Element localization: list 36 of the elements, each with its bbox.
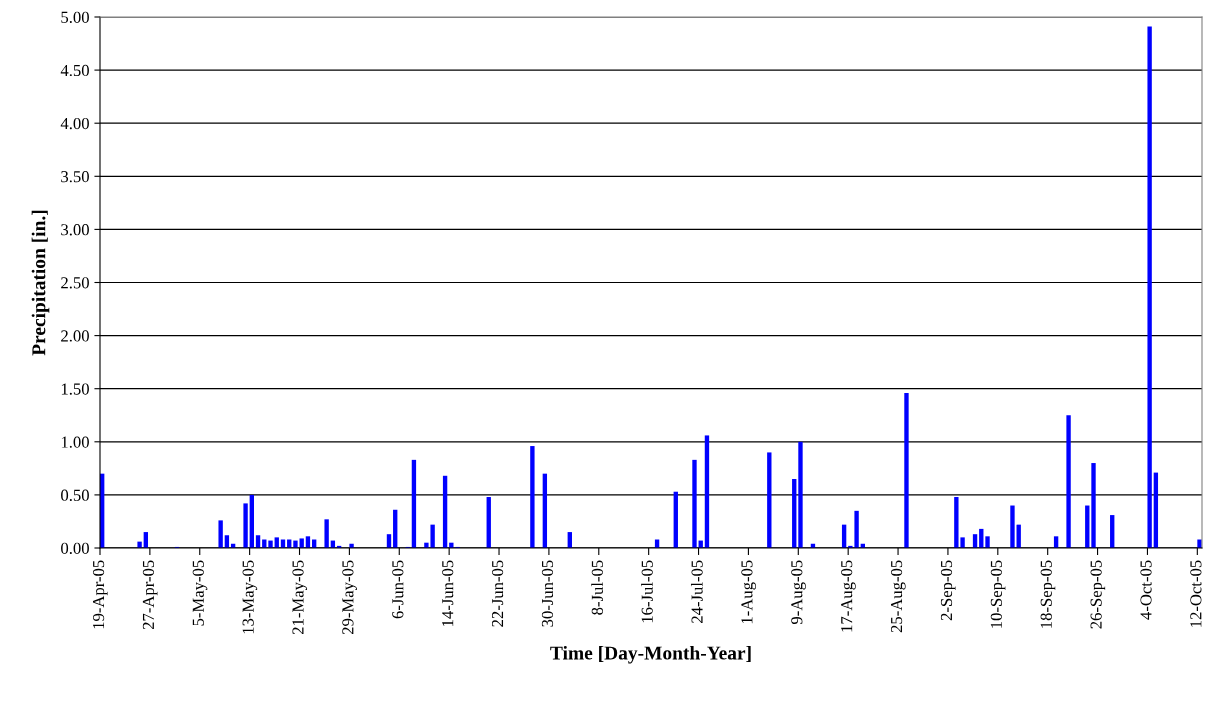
y-axis-title: Precipitation [in.] (31, 210, 50, 356)
x-tick-label: 25-Aug-05 (890, 560, 906, 633)
x-tick-label: 9-Aug-05 (791, 560, 806, 625)
x-axis-title: Time [Day-Month-Year] (550, 645, 751, 664)
y-tick-label: 1.00 (61, 436, 89, 448)
x-tick-label: 4-Oct-05 (1140, 560, 1152, 620)
x-tick-label: 21-May-05 (292, 560, 308, 635)
x-tick-label: 2-Sep-05 (940, 560, 956, 621)
y-tick-label: 4.50 (60, 64, 89, 77)
x-tick-label: 12-Oct-05 (1190, 560, 1202, 627)
y-tick-label: 0.50 (61, 489, 89, 501)
y-tick-label: 5.00 (61, 11, 89, 24)
x-tick-label: 10-Sep-05 (990, 560, 1006, 628)
x-tick-label: 26-Sep-05 (1090, 560, 1106, 629)
x-tick-label: 17-Aug-05 (841, 560, 856, 632)
y-tick-label: 3.50 (61, 171, 89, 183)
y-tick-label: 2.00 (61, 330, 89, 342)
y-tick-label: 0.00 (61, 542, 89, 555)
x-tick-label: 13-May-05 (242, 560, 258, 634)
x-tick-label: 18-Sep-05 (1040, 560, 1056, 628)
x-tick-label: 24-Jul-05 (690, 560, 703, 623)
x-tick-label: 1-Aug-05 (741, 560, 756, 624)
y-tick-label: 2.50 (61, 277, 89, 289)
x-tick-label: 27-Apr-05 (142, 560, 158, 630)
x-tick-label: 16-Jul-05 (641, 560, 653, 623)
x-tick-label: 29-May-05 (342, 560, 357, 635)
y-tick-label: 1.50 (61, 383, 89, 395)
x-tick-label: 14-Jun-05 (442, 560, 454, 626)
x-tick-label: 19-Apr-05 (92, 560, 108, 629)
y-tick-label: 3.00 (61, 224, 89, 236)
y-tick-label: 4.00 (60, 117, 89, 130)
x-tick-label: 8-Jul-05 (591, 560, 603, 615)
x-tick-label: 6-Jun-05 (392, 560, 404, 619)
x-tick-label: 22-Jun-05 (491, 560, 504, 627)
x-tick-label: 30-Jun-05 (541, 560, 554, 627)
x-tick-label: 5-May-05 (192, 560, 208, 626)
